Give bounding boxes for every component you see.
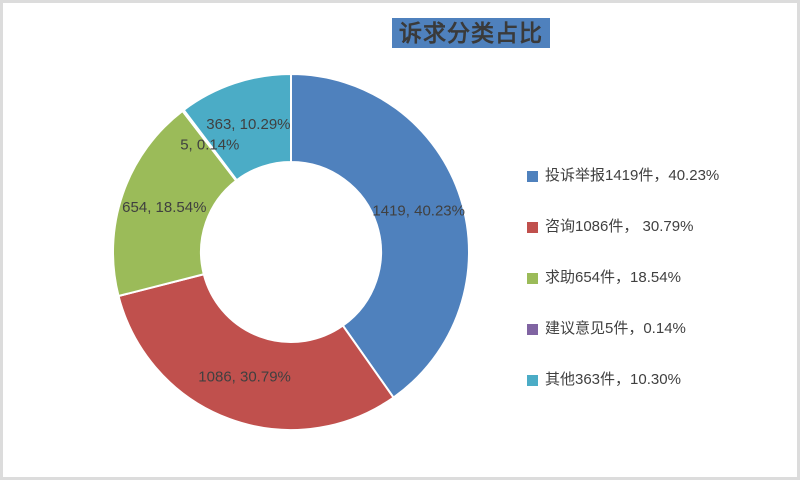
chart-title[interactable]: 诉求分类占比 [392, 18, 550, 48]
legend-label: 求助654件，18.54% [545, 269, 681, 286]
donut-slice-求助[interactable] [112, 109, 238, 298]
chart-title-wrap: 诉求分类占比 [392, 18, 550, 48]
legend-item-qiuzhu[interactable]: 求助654件，18.54% [527, 268, 719, 288]
slice-label-咨询: 1086, 30.79% [198, 369, 291, 386]
legend-marker-square-icon [527, 272, 538, 284]
donut-chart: 1419, 40.23% 1086, 30.79% 654, 18.54% 5, 0.… [112, 72, 470, 431]
legend-marker-square-icon [527, 221, 538, 233]
legend-marker-square-icon [527, 323, 538, 335]
legend-label: 咨询1086件， 30.79% [545, 218, 694, 235]
slice-label-其他: 363, 10.29% [206, 116, 290, 133]
legend-item-jianyi-yijian[interactable]: 建议意见5件，0.14% [527, 319, 719, 339]
legend-label: 其他363件，10.30% [545, 371, 681, 388]
legend-item-zixun[interactable]: 咨询1086件， 30.79% [527, 217, 719, 237]
donut-slice-其他[interactable] [182, 72, 292, 182]
legend-marker-square-icon [527, 170, 538, 182]
legend-label: 建议意见5件，0.14% [545, 320, 686, 337]
slice-label-建议意见: 5, 0.14% [180, 136, 239, 153]
slice-label-求助: 654, 18.54% [122, 199, 206, 216]
donut-slice-咨询[interactable] [117, 273, 395, 431]
legend-marker-square-icon [527, 374, 538, 386]
chart-legend: 投诉举报1419件，40.23% 咨询1086件， 30.79% 求助654件，… [527, 166, 719, 390]
legend-label: 投诉举报1419件，40.23% [545, 167, 720, 184]
legend-item-tousu-jubao[interactable]: 投诉举报1419件，40.23% [527, 166, 719, 186]
donut-slice-投诉举报[interactable] [290, 72, 470, 399]
slice-label-投诉举报: 1419, 40.23% [372, 202, 465, 219]
legend-item-qita[interactable]: 其他363件，10.30% [527, 370, 719, 390]
